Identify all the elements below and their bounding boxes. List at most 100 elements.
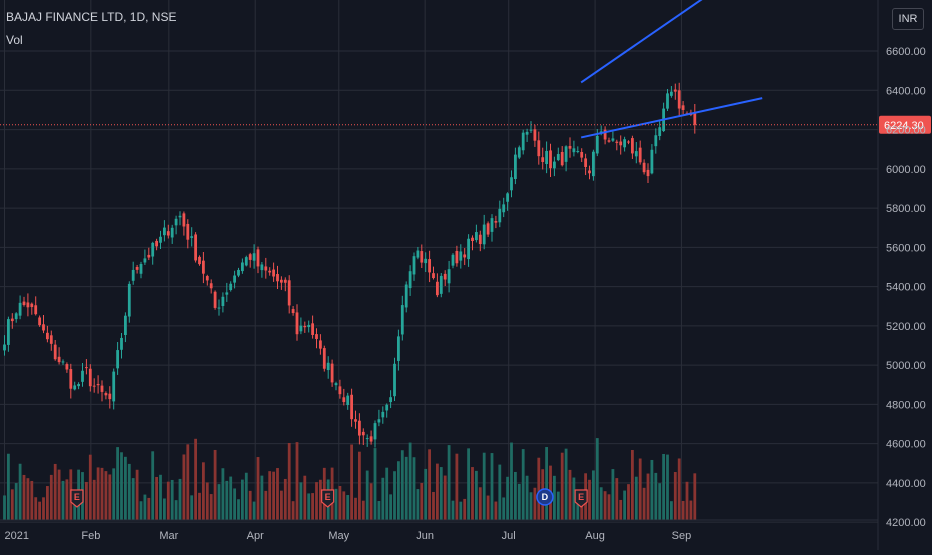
candle-body <box>85 367 88 369</box>
currency-badge[interactable]: INR <box>892 8 924 30</box>
candle-body <box>159 236 162 243</box>
volume-bar <box>404 456 408 520</box>
price-tick-label: 6600.00 <box>886 46 926 58</box>
candle-body <box>623 139 626 148</box>
volume-bar <box>498 464 502 520</box>
volume-bar <box>428 449 431 520</box>
candle-body <box>568 145 572 149</box>
volume-bar <box>311 493 314 520</box>
candle-body <box>237 269 240 276</box>
volume-bar <box>139 501 143 520</box>
dividend-marker <box>536 488 554 506</box>
candle-body <box>350 394 353 420</box>
candle-body <box>283 279 287 283</box>
volume-bar <box>186 444 190 520</box>
candle-body <box>57 356 61 363</box>
candle-body <box>642 162 646 173</box>
candle-body <box>190 236 194 238</box>
volume-bar <box>361 500 365 520</box>
candle-body <box>139 264 143 274</box>
volume-bar <box>588 479 591 520</box>
candle-body <box>541 157 545 162</box>
volume-bar <box>244 472 248 520</box>
candle-body <box>14 313 18 320</box>
volume-bar <box>22 474 26 520</box>
volume-bar <box>205 482 209 520</box>
volume-bar <box>475 470 478 520</box>
trendline <box>580 97 763 139</box>
candle-body <box>560 151 564 166</box>
candle-body <box>611 138 615 141</box>
candle-body <box>241 262 244 272</box>
candles <box>3 82 697 448</box>
volume-bar <box>689 500 693 520</box>
candle-body <box>81 370 84 382</box>
candle-body <box>666 93 669 109</box>
volume-bar <box>342 491 346 520</box>
volume-bar <box>96 467 100 520</box>
volume-bar <box>537 457 541 520</box>
candle-body <box>319 340 322 349</box>
candle-body <box>221 296 225 306</box>
candle-body <box>135 266 139 270</box>
candle-body <box>670 91 673 96</box>
candle-body <box>34 305 38 315</box>
candle-body <box>7 319 10 345</box>
volume-bar <box>248 490 252 520</box>
candle-body <box>603 129 607 140</box>
candle-body <box>564 146 568 162</box>
candle-body <box>61 361 65 363</box>
price-tick-label: 4600.00 <box>886 439 926 451</box>
volume-bars <box>3 438 697 520</box>
candle-body <box>209 283 213 289</box>
time-axis: 2021 Feb Mar Apr May Jun Jul Aug Sep <box>0 519 878 542</box>
volume-bar <box>666 454 669 520</box>
volume-bar <box>303 475 307 520</box>
volume-bar <box>358 451 361 520</box>
candle-body <box>510 177 513 191</box>
volume-bar <box>61 480 65 520</box>
candle-body <box>77 384 80 387</box>
volume-bar <box>408 442 412 520</box>
volume-bar <box>299 482 303 520</box>
candle-body <box>322 348 326 369</box>
volume-bar <box>592 470 595 520</box>
volume-bar <box>553 475 556 520</box>
volume-bar <box>276 468 279 520</box>
candle-body <box>658 127 662 137</box>
volume-bar <box>73 501 77 520</box>
volume-bar <box>14 483 18 520</box>
volume-bar <box>611 469 615 520</box>
candle-body <box>385 404 389 411</box>
volume-bar <box>315 482 318 520</box>
candle-body <box>638 147 642 163</box>
volume-bar <box>100 467 104 520</box>
symbol-title[interactable]: BAJAJ FINANCE LTD, 1D, NSE <box>6 10 177 24</box>
candle-body <box>424 258 428 264</box>
volume-bar <box>166 481 170 520</box>
candle-body <box>112 371 116 402</box>
volume-indicator-label[interactable]: Vol <box>6 33 23 47</box>
candle-body <box>338 386 342 395</box>
volume-bar <box>545 447 548 520</box>
volume-bar <box>389 494 392 520</box>
earnings-marker-label: E <box>578 492 584 502</box>
volume-bar <box>53 463 57 520</box>
volume-bar <box>467 448 470 520</box>
candle-body <box>96 384 100 386</box>
earnings-marker <box>70 489 84 508</box>
volume-bar <box>221 468 225 520</box>
price-tick-label: 5400.00 <box>886 282 926 294</box>
volume-bar <box>190 495 194 520</box>
volume-bar <box>283 478 287 520</box>
price-tick-label: 5600.00 <box>886 242 926 254</box>
volume-bar <box>525 475 529 520</box>
candle-body <box>529 129 533 131</box>
candle-body <box>73 385 77 390</box>
volume-bar <box>502 497 506 520</box>
candle-body <box>576 150 580 152</box>
volume-bar <box>377 501 381 520</box>
volume-bar <box>533 487 537 520</box>
